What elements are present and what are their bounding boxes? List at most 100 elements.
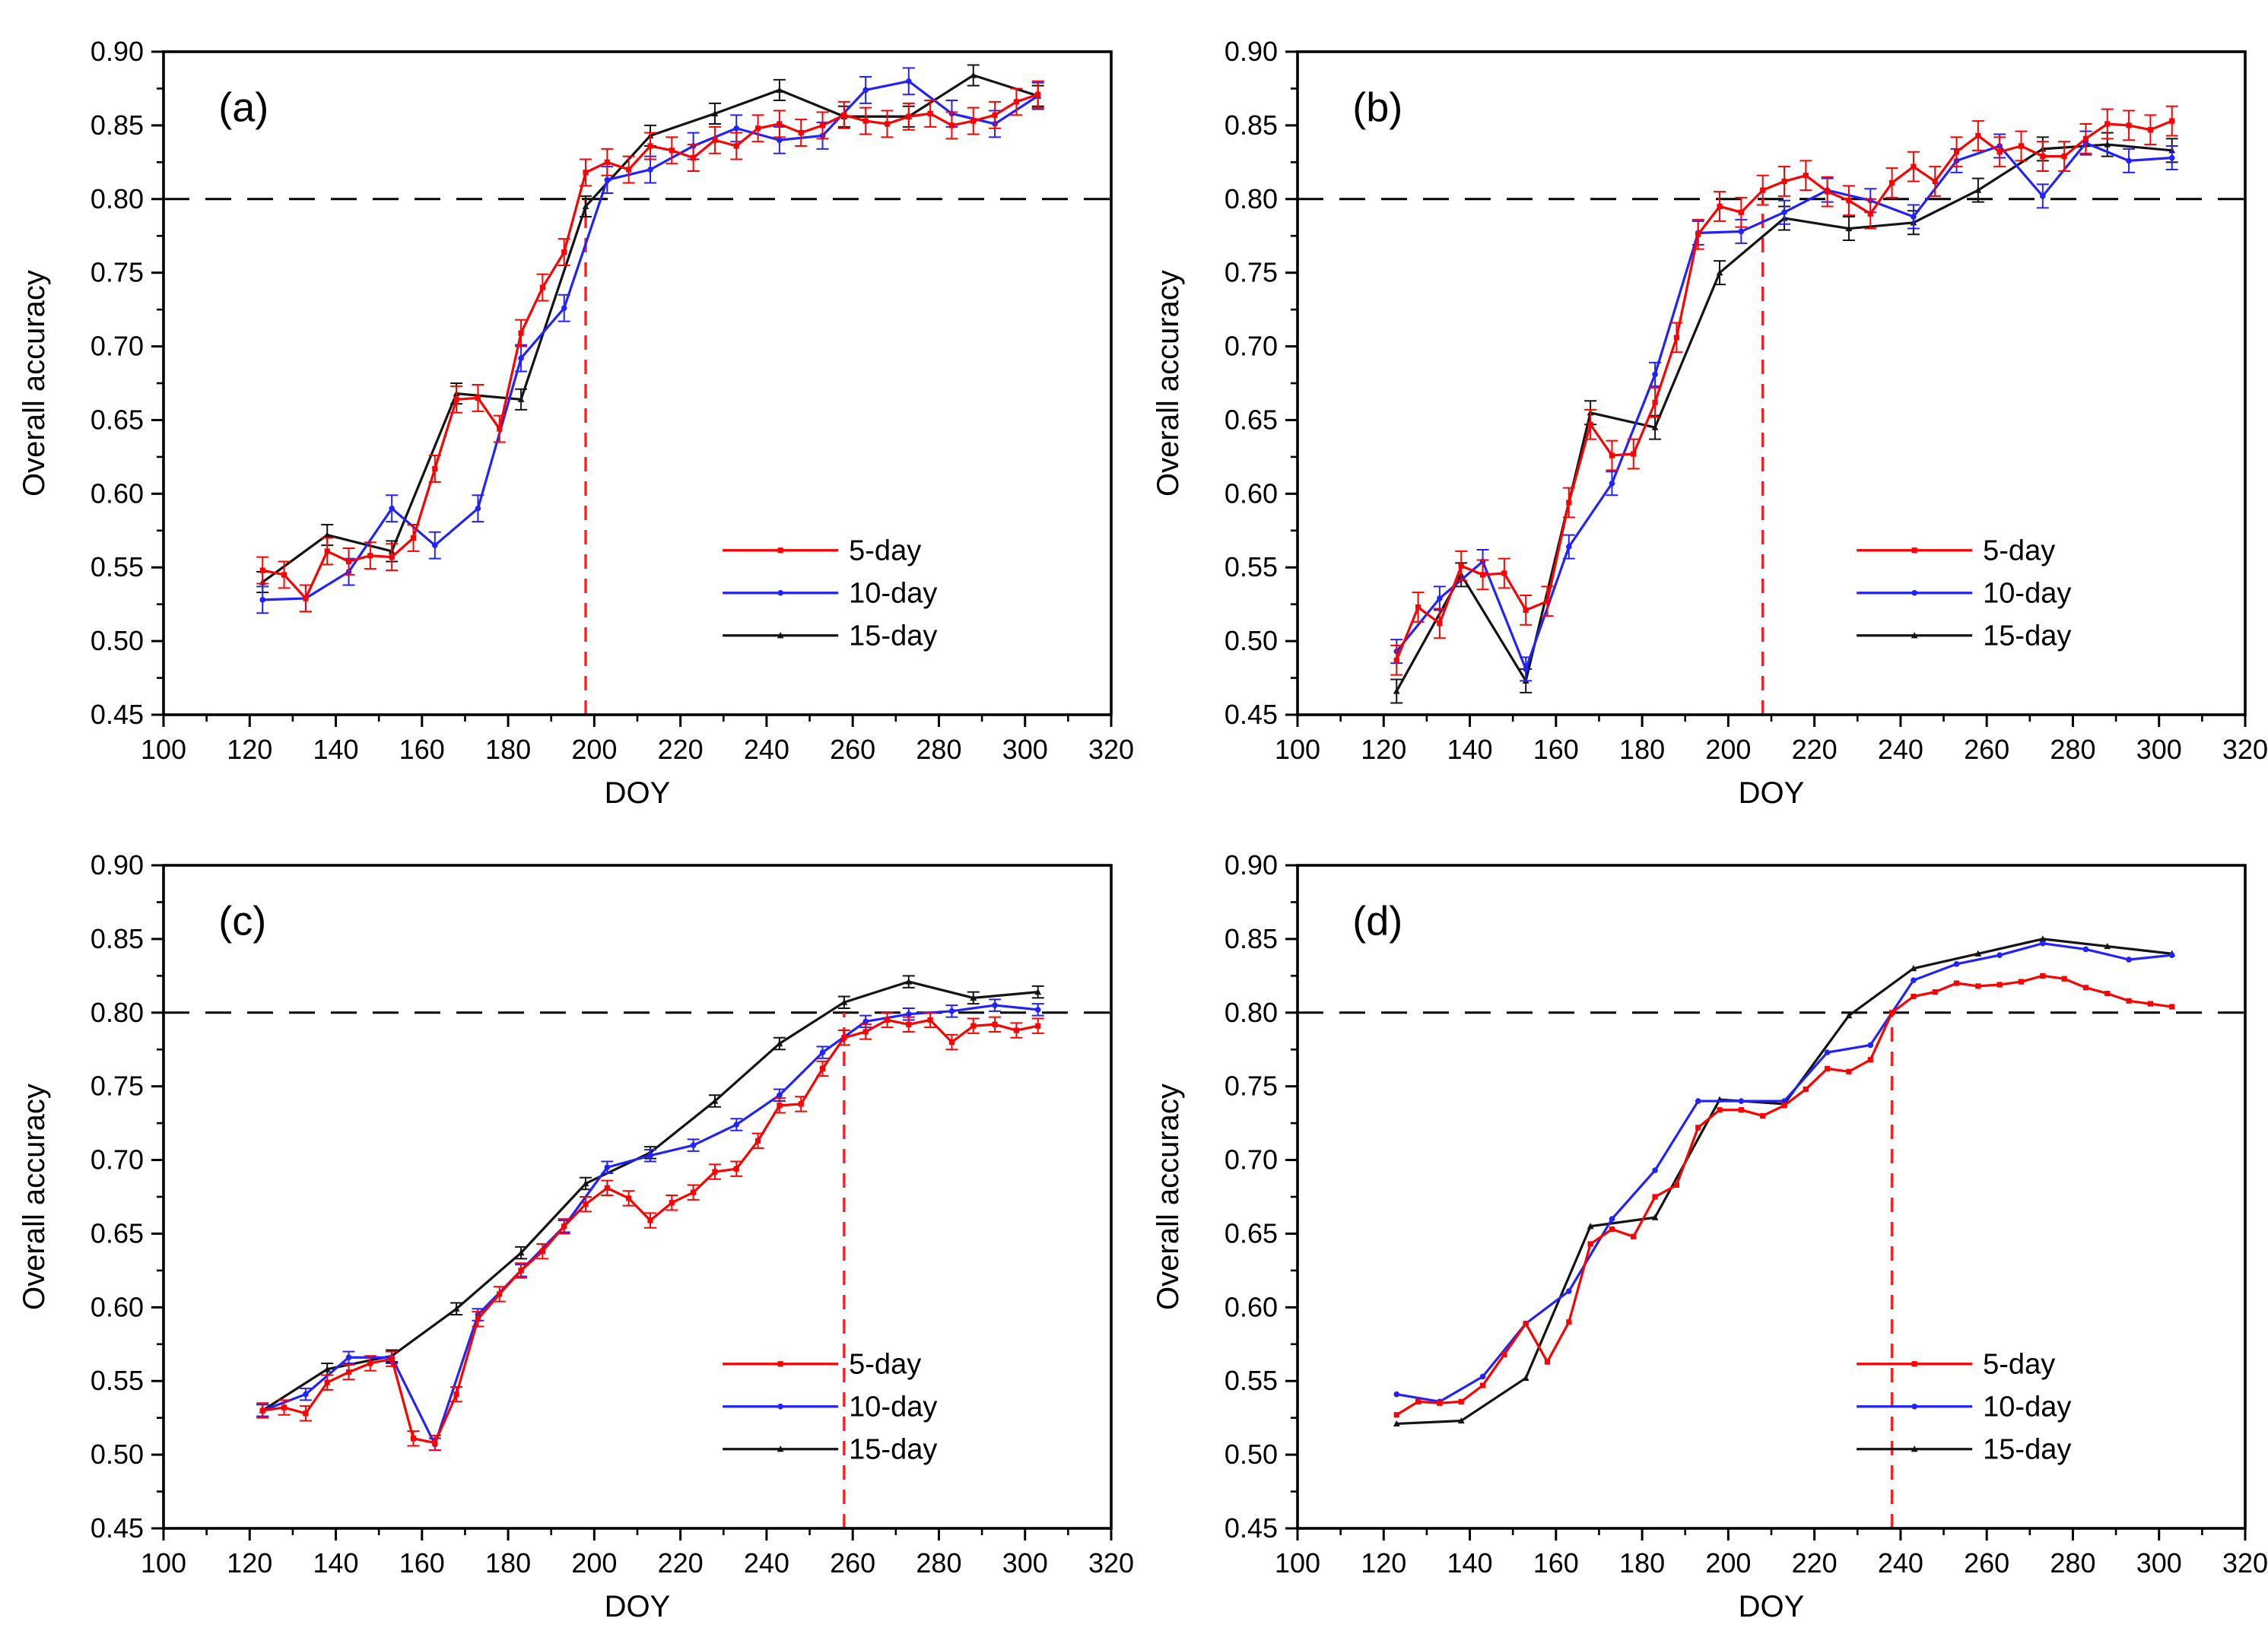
data-point-triangle	[711, 1097, 719, 1104]
y-tick-label: 0.65	[91, 1217, 144, 1249]
panel-label: (a)	[218, 85, 268, 131]
data-point-triangle	[323, 1366, 331, 1372]
data-point-circle	[2168, 952, 2175, 959]
data-point-square	[1975, 983, 1981, 989]
data-point-circle	[690, 1142, 697, 1148]
y-tick-label: 0.60	[91, 1291, 144, 1322]
data-point-triangle	[1034, 988, 1042, 995]
x-tick-label: 300	[2136, 1547, 2182, 1579]
data-point-square	[2147, 1001, 2153, 1007]
data-point-circle	[604, 1164, 611, 1171]
data-point-circle	[303, 1391, 309, 1398]
legend-label: 5-day	[849, 535, 921, 567]
x-tick-label: 120	[1361, 734, 1406, 765]
x-tick-label: 300	[2136, 734, 2182, 765]
x-tick-label: 200	[571, 1547, 617, 1579]
y-tick-label: 0.60	[1225, 1291, 1278, 1322]
data-point-triangle	[582, 202, 589, 210]
data-point-triangle	[1457, 1417, 1465, 1424]
y-axis-title: Overall accuracy	[1151, 270, 1185, 497]
data-point-circle	[1566, 544, 1572, 550]
data-point-square	[992, 1021, 998, 1027]
x-tick-label: 120	[227, 1547, 272, 1579]
data-point-square	[1932, 178, 1938, 185]
data-point-square	[475, 395, 481, 401]
data-point-square	[1888, 179, 1895, 186]
reference-lines	[164, 198, 1111, 715]
y-tick-label: 0.75	[1225, 1071, 1278, 1102]
x-tick-label: 300	[1002, 734, 1048, 765]
data-point-triangle	[776, 86, 783, 93]
y-axis-title: Overall accuracy	[17, 270, 51, 497]
data-point-circle	[259, 597, 266, 603]
data-point-triangle	[777, 1445, 784, 1452]
data-point-circle	[906, 78, 912, 84]
data-point-circle	[1911, 1403, 1917, 1410]
y-tick-label: 0.55	[1225, 551, 1278, 582]
data-point-square	[367, 553, 373, 559]
data-point-triangle	[1845, 224, 1853, 232]
data-point-square	[1501, 570, 1507, 576]
data-point-square	[1035, 91, 1041, 97]
data-point-circle	[948, 1008, 955, 1014]
y-tick-label: 0.45	[91, 699, 144, 730]
data-point-square	[432, 465, 438, 471]
legend: 5-day 10-day 15-day	[1857, 535, 2071, 652]
x-tick-label: 180	[485, 1547, 531, 1579]
series-5-day	[256, 80, 1044, 613]
data-point-triangle	[1974, 186, 1982, 193]
y-tick-label: 0.45	[91, 1512, 144, 1544]
data-point-square	[367, 1360, 373, 1366]
axes: 100 120 140 160 180 200 220 240 260 280 300 320 0.45…	[17, 849, 1134, 1623]
panel-c-svg: 100 120 140 160 180 200 220 240 260 280 300 320 0.45…	[17, 849, 1134, 1623]
data-point-square	[1437, 1400, 1443, 1406]
data-point-circle	[1824, 1049, 1831, 1055]
data-point-square	[841, 1035, 847, 1041]
data-point-triangle	[1845, 1012, 1853, 1019]
data-point-square	[1544, 1359, 1551, 1365]
plot-frame	[162, 50, 1113, 716]
data-point-triangle	[1911, 1445, 1918, 1452]
data-point-triangle	[1393, 687, 1400, 694]
data-point-square	[733, 143, 739, 149]
legend-label: 10-day	[1983, 1391, 2071, 1423]
y-tick-label: 0.50	[91, 625, 144, 656]
data-point-triangle	[1587, 1223, 1594, 1230]
data-point-square	[1803, 173, 1809, 179]
data-point-square	[1846, 1068, 1852, 1074]
data-point-square	[1631, 1233, 1637, 1239]
data-point-square	[1867, 1057, 1873, 1063]
data-point-square	[1587, 1241, 1593, 1247]
panel-b-svg: 100 120 140 160 180 200 220 240 260 280 300 320 0.45…	[1151, 36, 2268, 810]
y-tick-label: 0.90	[91, 849, 144, 881]
x-tick-label: 140	[313, 1547, 359, 1579]
data-point-circle	[604, 176, 611, 183]
data-point-circle	[1652, 371, 1658, 378]
data-point-triangle	[970, 994, 977, 1001]
data-point-square	[389, 1356, 395, 1362]
series-10-day	[1390, 130, 2178, 682]
panel-label: (b)	[1352, 85, 1402, 131]
data-point-triangle	[323, 531, 331, 538]
legend-item-15-day: 15-day	[723, 1434, 937, 1466]
data-point-circle	[777, 1403, 783, 1410]
x-tick-label: 160	[399, 1547, 445, 1579]
x-tick-label: 100	[141, 734, 186, 765]
y-tick-label: 0.60	[1225, 478, 1278, 509]
data-point-square	[992, 112, 998, 118]
legend-item-15-day: 15-day	[723, 620, 937, 652]
data-point-circle	[1652, 1167, 1658, 1173]
y-tick-label: 0.45	[1225, 1512, 1278, 1544]
data-point-square	[862, 1029, 869, 1035]
legend: 5-day 10-day 15-day	[723, 1349, 937, 1466]
data-point-square	[1738, 1107, 1744, 1113]
y-tick-label: 0.45	[1225, 699, 1278, 730]
data-point-circle	[733, 1122, 740, 1128]
x-tick-label: 320	[1088, 734, 1134, 765]
data-point-square	[2126, 998, 2132, 1004]
data-point-circle	[2040, 940, 2046, 947]
axes: 100 120 140 160 180 200 220 240 260 280 300 320 0.45…	[1151, 36, 2268, 810]
data-point-square	[1717, 203, 1723, 210]
data-point-square	[1825, 189, 1831, 195]
x-tick-label: 240	[744, 1547, 789, 1579]
